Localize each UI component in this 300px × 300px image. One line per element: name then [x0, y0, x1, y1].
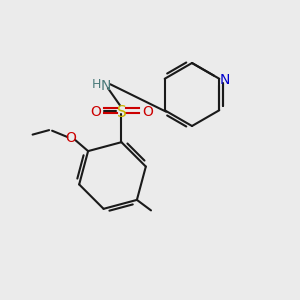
Text: O: O [142, 105, 153, 119]
Text: S: S [117, 105, 126, 120]
Text: O: O [90, 105, 101, 119]
Text: O: O [66, 131, 76, 145]
Text: H: H [92, 78, 101, 92]
Text: N: N [101, 79, 111, 93]
Text: N: N [220, 73, 230, 87]
